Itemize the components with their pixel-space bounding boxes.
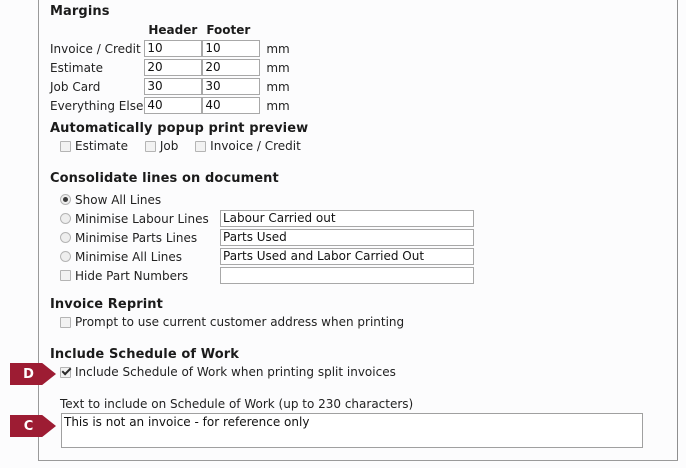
margins-header-row: Header Footer bbox=[50, 23, 290, 39]
schedule-of-work-options-row: Include Schedule of Work when printing s… bbox=[60, 365, 660, 381]
radio-icon[interactable] bbox=[60, 232, 71, 243]
margin-header-input-everything-else[interactable] bbox=[144, 97, 203, 114]
table-row: Everything Else mm bbox=[50, 96, 290, 115]
checkbox-label: Invoice / Credit bbox=[210, 139, 301, 153]
callout-label: D bbox=[23, 366, 34, 382]
consolidate-heading: Consolidate lines on document bbox=[50, 171, 279, 186]
radio-icon[interactable] bbox=[60, 213, 71, 224]
margins-footer-cell bbox=[202, 77, 261, 96]
minimise-labour-lines-text-input[interactable] bbox=[220, 210, 474, 227]
margins-unit-label: mm bbox=[266, 41, 290, 56]
margins-header-cell bbox=[144, 58, 203, 77]
margins-col-footer: Footer bbox=[206, 23, 251, 37]
callout-label: C bbox=[23, 418, 34, 434]
margins-footer-cell bbox=[202, 58, 261, 77]
table-row: Job Card mm bbox=[50, 77, 290, 96]
checkbox-label: Estimate bbox=[75, 139, 129, 153]
margins-section: Margins Header Footer Invoice / Credit bbox=[50, 4, 290, 115]
minimise-parts-lines-text-input[interactable] bbox=[220, 229, 474, 246]
hide-part-numbers-text-input[interactable] bbox=[220, 267, 474, 284]
margin-footer-input-job-card[interactable] bbox=[202, 78, 261, 95]
margins-row-label: Estimate bbox=[50, 60, 104, 75]
consolidate-row-show-all-lines: Show All Lines bbox=[60, 190, 670, 209]
checkbox-label: Hide Part Numbers bbox=[75, 268, 189, 283]
checkbox-label: Job bbox=[159, 139, 179, 153]
radio-label: Minimise Parts Lines bbox=[75, 230, 198, 245]
radio-label: Show All Lines bbox=[75, 192, 162, 207]
schedule-of-work-textarea[interactable]: This is not an invoice - for reference o… bbox=[61, 412, 643, 448]
margins-unit-label: mm bbox=[266, 79, 290, 94]
radio-minimise-parts-lines[interactable]: Minimise Parts Lines bbox=[60, 231, 220, 245]
margins-unit-label: mm bbox=[266, 60, 290, 75]
margin-header-input-estimate[interactable] bbox=[144, 59, 203, 76]
schedule-of-work-section: Include Schedule of Work Include Schedul… bbox=[50, 347, 660, 448]
radio-icon[interactable] bbox=[60, 251, 71, 262]
consolidate-row-minimise-all-lines: Minimise All Lines bbox=[60, 247, 670, 266]
checkbox-icon[interactable] bbox=[60, 270, 71, 281]
checkbox-auto-popup-job[interactable]: Job bbox=[144, 139, 179, 153]
consolidate-row-minimise-labour-lines: Minimise Labour Lines bbox=[60, 209, 670, 228]
margins-heading: Margins bbox=[50, 4, 110, 19]
checkbox-auto-popup-estimate[interactable]: Estimate bbox=[60, 139, 128, 153]
table-row: Invoice / Credit mm bbox=[50, 39, 290, 58]
callout-marker-d: D bbox=[10, 363, 56, 385]
checkbox-label: Include Schedule of Work when printing s… bbox=[75, 365, 396, 379]
auto-popup-section: Automatically popup print preview Estima… bbox=[50, 121, 314, 155]
checkbox-icon[interactable] bbox=[60, 366, 71, 378]
radio-minimise-labour-lines[interactable]: Minimise Labour Lines bbox=[60, 212, 220, 226]
margins-header-cell bbox=[144, 39, 203, 58]
auto-popup-heading: Automatically popup print preview bbox=[50, 121, 309, 136]
margins-row-label: Everything Else bbox=[50, 98, 144, 113]
checkbox-label: Prompt to use current customer address w… bbox=[75, 315, 405, 329]
margin-footer-input-everything-else[interactable] bbox=[202, 97, 261, 114]
consolidate-section: Consolidate lines on document Show All L… bbox=[50, 171, 670, 285]
auto-popup-options-row: Estimate Job Invoice / Credit bbox=[60, 139, 314, 155]
radio-minimise-all-lines[interactable]: Minimise All Lines bbox=[60, 250, 220, 264]
panel-bottom-border bbox=[38, 460, 678, 461]
margin-header-input-job-card[interactable] bbox=[144, 78, 203, 95]
invoice-reprint-heading: Invoice Reprint bbox=[50, 297, 163, 312]
margins-row-label: Job Card bbox=[50, 79, 101, 94]
margins-corner-cell bbox=[50, 23, 144, 39]
margins-table: Header Footer Invoice / Credit mm Estima… bbox=[50, 23, 290, 115]
margins-header-cell bbox=[144, 77, 203, 96]
margins-header-cell bbox=[144, 96, 203, 115]
margin-footer-input-invoice-credit[interactable] bbox=[202, 40, 261, 57]
consolidate-row-hide-part-numbers: Hide Part Numbers bbox=[60, 266, 670, 285]
minimise-all-lines-text-input[interactable] bbox=[220, 248, 474, 265]
consolidate-row-minimise-parts-lines: Minimise Parts Lines bbox=[60, 228, 670, 247]
checkbox-icon[interactable] bbox=[144, 140, 156, 152]
margins-unit-label: mm bbox=[266, 98, 290, 113]
panel-left-border bbox=[38, 0, 39, 461]
callout-marker-c: C bbox=[10, 415, 56, 437]
margins-footer-cell bbox=[202, 39, 261, 58]
margins-unit-header bbox=[260, 23, 289, 39]
schedule-of-work-heading: Include Schedule of Work bbox=[50, 347, 240, 362]
checkbox-icon[interactable] bbox=[60, 316, 71, 328]
margin-header-input-invoice-credit[interactable] bbox=[144, 40, 203, 57]
margins-col-header: Header bbox=[148, 23, 198, 37]
radio-show-all-lines[interactable]: Show All Lines bbox=[60, 193, 220, 207]
schedule-of-work-caption: Text to include on Schedule of Work (up … bbox=[60, 396, 414, 411]
checkbox-icon[interactable] bbox=[195, 140, 207, 152]
settings-content: Margins Header Footer Invoice / Credit bbox=[39, 0, 677, 460]
checkbox-auto-popup-invoice-credit[interactable]: Invoice / Credit bbox=[195, 139, 301, 153]
radio-icon[interactable] bbox=[60, 194, 71, 205]
margin-footer-input-estimate[interactable] bbox=[202, 59, 261, 76]
radio-label: Minimise Labour Lines bbox=[75, 211, 209, 226]
margins-row-label: Invoice / Credit bbox=[50, 41, 141, 56]
invoice-reprint-section: Invoice Reprint Prompt to use current cu… bbox=[50, 297, 404, 331]
margins-footer-cell bbox=[202, 96, 261, 115]
table-row: Estimate mm bbox=[50, 58, 290, 77]
checkbox-hide-part-numbers[interactable]: Hide Part Numbers bbox=[60, 269, 220, 283]
panel-right-border bbox=[677, 0, 678, 461]
checkbox-include-schedule-of-work[interactable]: Include Schedule of Work when printing s… bbox=[60, 365, 396, 379]
radio-label: Minimise All Lines bbox=[75, 249, 183, 264]
checkbox-icon[interactable] bbox=[60, 140, 71, 152]
invoice-reprint-options-row: Prompt to use current customer address w… bbox=[60, 315, 404, 331]
checkbox-prompt-customer-address[interactable]: Prompt to use current customer address w… bbox=[60, 315, 404, 329]
